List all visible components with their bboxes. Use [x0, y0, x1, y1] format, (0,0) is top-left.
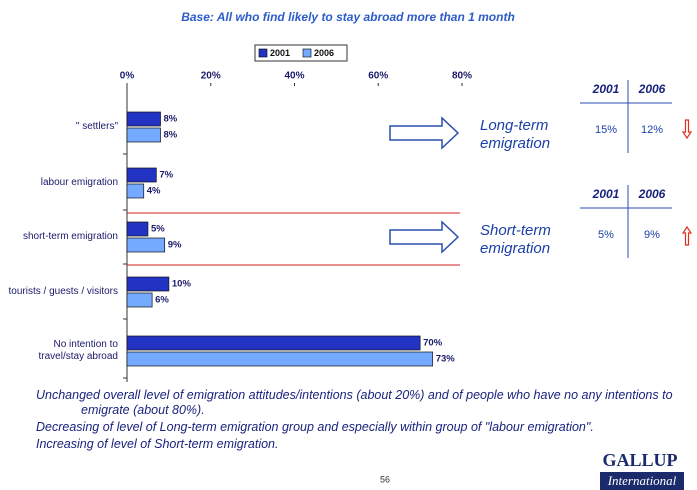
- logo-band: [600, 472, 684, 490]
- panel-label: Long-term emigration: [480, 117, 551, 152]
- panel-label: Short-term emigration: [480, 222, 551, 257]
- bar: [126, 335, 421, 351]
- value-label: 8%: [164, 130, 178, 141]
- legend-swatch: [258, 48, 268, 58]
- note: Decreasing of level of Long-term emigrat…: [36, 420, 594, 434]
- bar: [126, 127, 161, 143]
- x-tick-label: 80%: [452, 71, 472, 82]
- x-tick-label: 40%: [284, 71, 304, 82]
- category-label: labour emigration: [40, 177, 118, 188]
- value-label: 70%: [423, 338, 443, 349]
- value-label: 6%: [155, 295, 169, 306]
- note: Unchanged overall level of emigration at…: [36, 388, 673, 417]
- category-label: tourists / guests / visitors: [8, 286, 118, 297]
- category-label: short-term emigration: [22, 231, 118, 242]
- value-label: 4%: [147, 186, 161, 197]
- x-tick-label: 60%: [368, 71, 388, 82]
- x-tick-label: 0%: [120, 71, 135, 82]
- value-label: 7%: [159, 170, 173, 181]
- legend-box: [254, 44, 348, 62]
- category-label: No intention to travel/stay abroad: [38, 339, 119, 362]
- bar: [126, 292, 153, 308]
- bar: [126, 167, 157, 183]
- category-label: " settlers": [75, 121, 118, 132]
- arrow: [389, 220, 460, 254]
- bar: [126, 237, 166, 253]
- trend-arrow: [681, 119, 693, 140]
- subtitle: Base: All who find likely to stay abroad…: [181, 10, 515, 24]
- table-cell: 9%: [644, 229, 660, 241]
- trend-arrow: [681, 225, 693, 246]
- value-label: 10%: [172, 279, 192, 290]
- value-label: 5%: [151, 224, 165, 235]
- logo-sub: International: [607, 473, 677, 488]
- logo: GALLUP: [602, 450, 677, 470]
- note: Increasing of level of Short-term emigra…: [36, 437, 279, 451]
- table-header: 2001: [592, 187, 620, 201]
- legend-swatch: [302, 48, 312, 58]
- table-header: 2006: [638, 82, 666, 96]
- value-label: 8%: [164, 114, 178, 125]
- value-label: 73%: [436, 354, 456, 365]
- bar: [126, 183, 145, 199]
- table-cell: 5%: [598, 229, 614, 241]
- table-cell: 15%: [595, 124, 617, 136]
- page-number: 56: [380, 474, 390, 484]
- bar: [126, 276, 170, 292]
- legend-label: 2001: [270, 48, 290, 58]
- legend-label: 2006: [314, 48, 334, 58]
- bar: [126, 221, 149, 237]
- table-header: 2006: [638, 187, 666, 201]
- bar: [126, 351, 434, 367]
- table-cell: 12%: [641, 124, 663, 136]
- value-label: 9%: [168, 240, 182, 251]
- bar: [126, 111, 161, 127]
- table-header: 2001: [592, 82, 620, 96]
- notes: Unchanged overall level of emigration at…: [36, 388, 676, 454]
- x-tick-label: 20%: [201, 71, 221, 82]
- arrow: [389, 116, 460, 150]
